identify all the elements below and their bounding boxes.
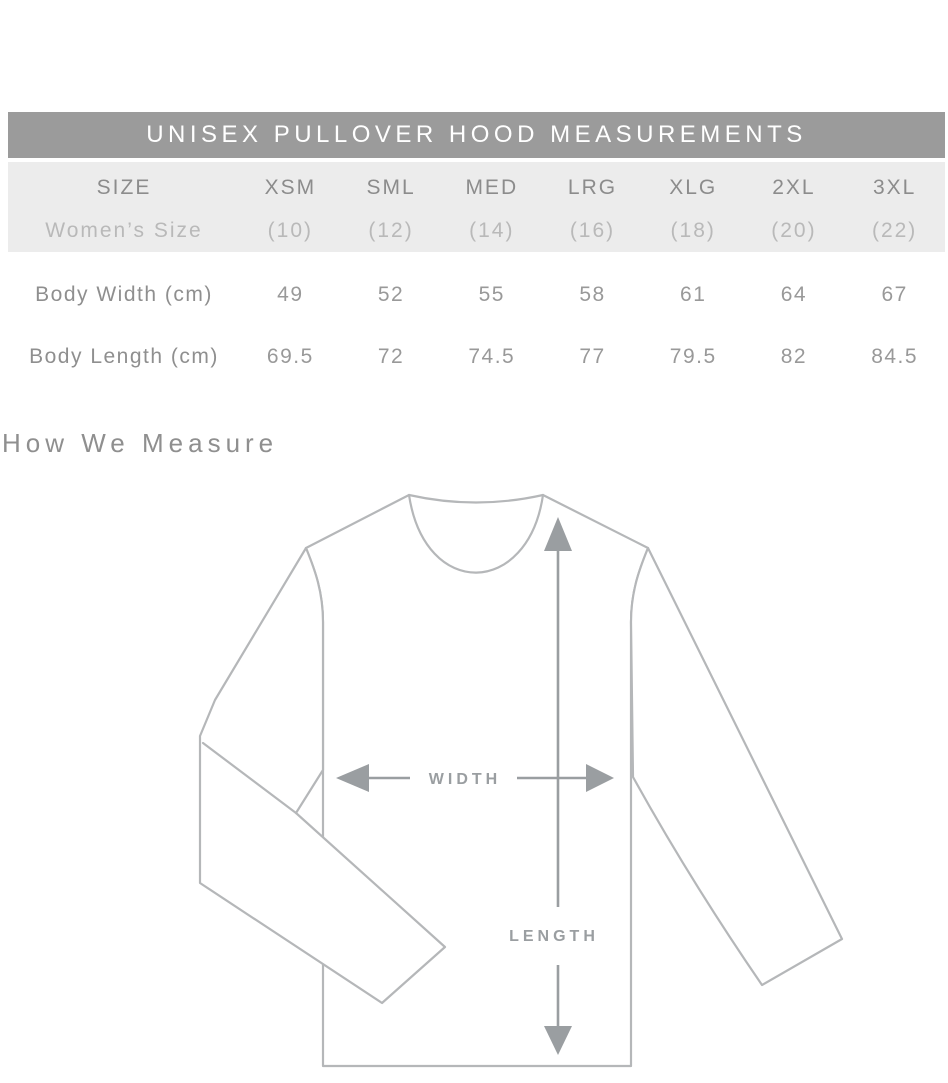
size-chart-title: UNISEX PULLOVER HOOD MEASUREMENTS xyxy=(146,121,807,148)
garment-right-sleeve xyxy=(629,546,844,987)
garment-left-sleeve xyxy=(198,546,447,1005)
garment-neckline xyxy=(407,493,545,574)
body-width-row: Body Width (cm) 49 52 55 58 61 64 67 xyxy=(8,272,945,318)
body-length-label: Body Length (cm) xyxy=(29,345,219,368)
body-width-label: Body Width (cm) xyxy=(35,283,213,306)
how-we-measure-heading: How We Measure xyxy=(2,428,279,458)
body-width-xsm: 49 xyxy=(277,283,304,306)
size-col-lrg: LRG xyxy=(567,176,618,200)
size-col-med: MED xyxy=(465,176,519,200)
size-header-band: SIZE XSM SML MED LRG XLG 2XL 3XL Women’s… xyxy=(8,162,945,252)
womens-size-xlg: (18) xyxy=(670,218,716,242)
womens-size-lrg: (16) xyxy=(569,218,616,242)
size-chart-header-bar: UNISEX PULLOVER HOOD MEASUREMENTS xyxy=(8,112,945,158)
body-length-2xl: 82 xyxy=(780,345,808,368)
body-width-xlg: 61 xyxy=(680,283,707,306)
size-col-xlg: XLG xyxy=(669,176,718,200)
body-width-sml: 52 xyxy=(377,283,405,306)
womens-size-2xl: (20) xyxy=(771,218,817,242)
length-arrow-icon xyxy=(544,517,572,1055)
body-length-xlg: 79.5 xyxy=(669,345,717,368)
body-length-xsm: 69.5 xyxy=(266,345,314,368)
length-measure-label: LENGTH xyxy=(509,928,599,945)
body-width-3xl: 67 xyxy=(881,283,908,306)
body-width-2xl: 64 xyxy=(780,283,808,306)
womens-size-3xl: (22) xyxy=(871,218,918,242)
womens-size-med: (14) xyxy=(469,218,515,242)
width-measure-label: WIDTH xyxy=(429,771,501,788)
size-col-2xl: 2XL xyxy=(772,176,816,200)
womens-size-sml: (12) xyxy=(368,218,414,242)
width-arrow-icon xyxy=(336,764,614,792)
size-col-xsm: XSM xyxy=(264,176,317,200)
womens-size-row-label: Women’s Size xyxy=(45,218,203,242)
size-col-sml: SML xyxy=(366,176,416,200)
body-length-3xl: 84.5 xyxy=(871,345,919,368)
body-length-row: Body Length (cm) 69.5 72 74.5 77 79.5 82… xyxy=(8,334,945,380)
body-length-med: 74.5 xyxy=(468,345,516,368)
body-length-sml: 72 xyxy=(377,345,405,368)
body-width-med: 55 xyxy=(478,283,505,306)
garment-left-elbow-seam xyxy=(201,741,298,815)
womens-size-xsm: (10) xyxy=(267,218,314,242)
body-width-lrg: 58 xyxy=(579,283,606,306)
size-row-label: SIZE xyxy=(96,176,152,200)
body-length-lrg: 77 xyxy=(579,345,606,368)
size-col-3xl: 3XL xyxy=(872,176,917,200)
